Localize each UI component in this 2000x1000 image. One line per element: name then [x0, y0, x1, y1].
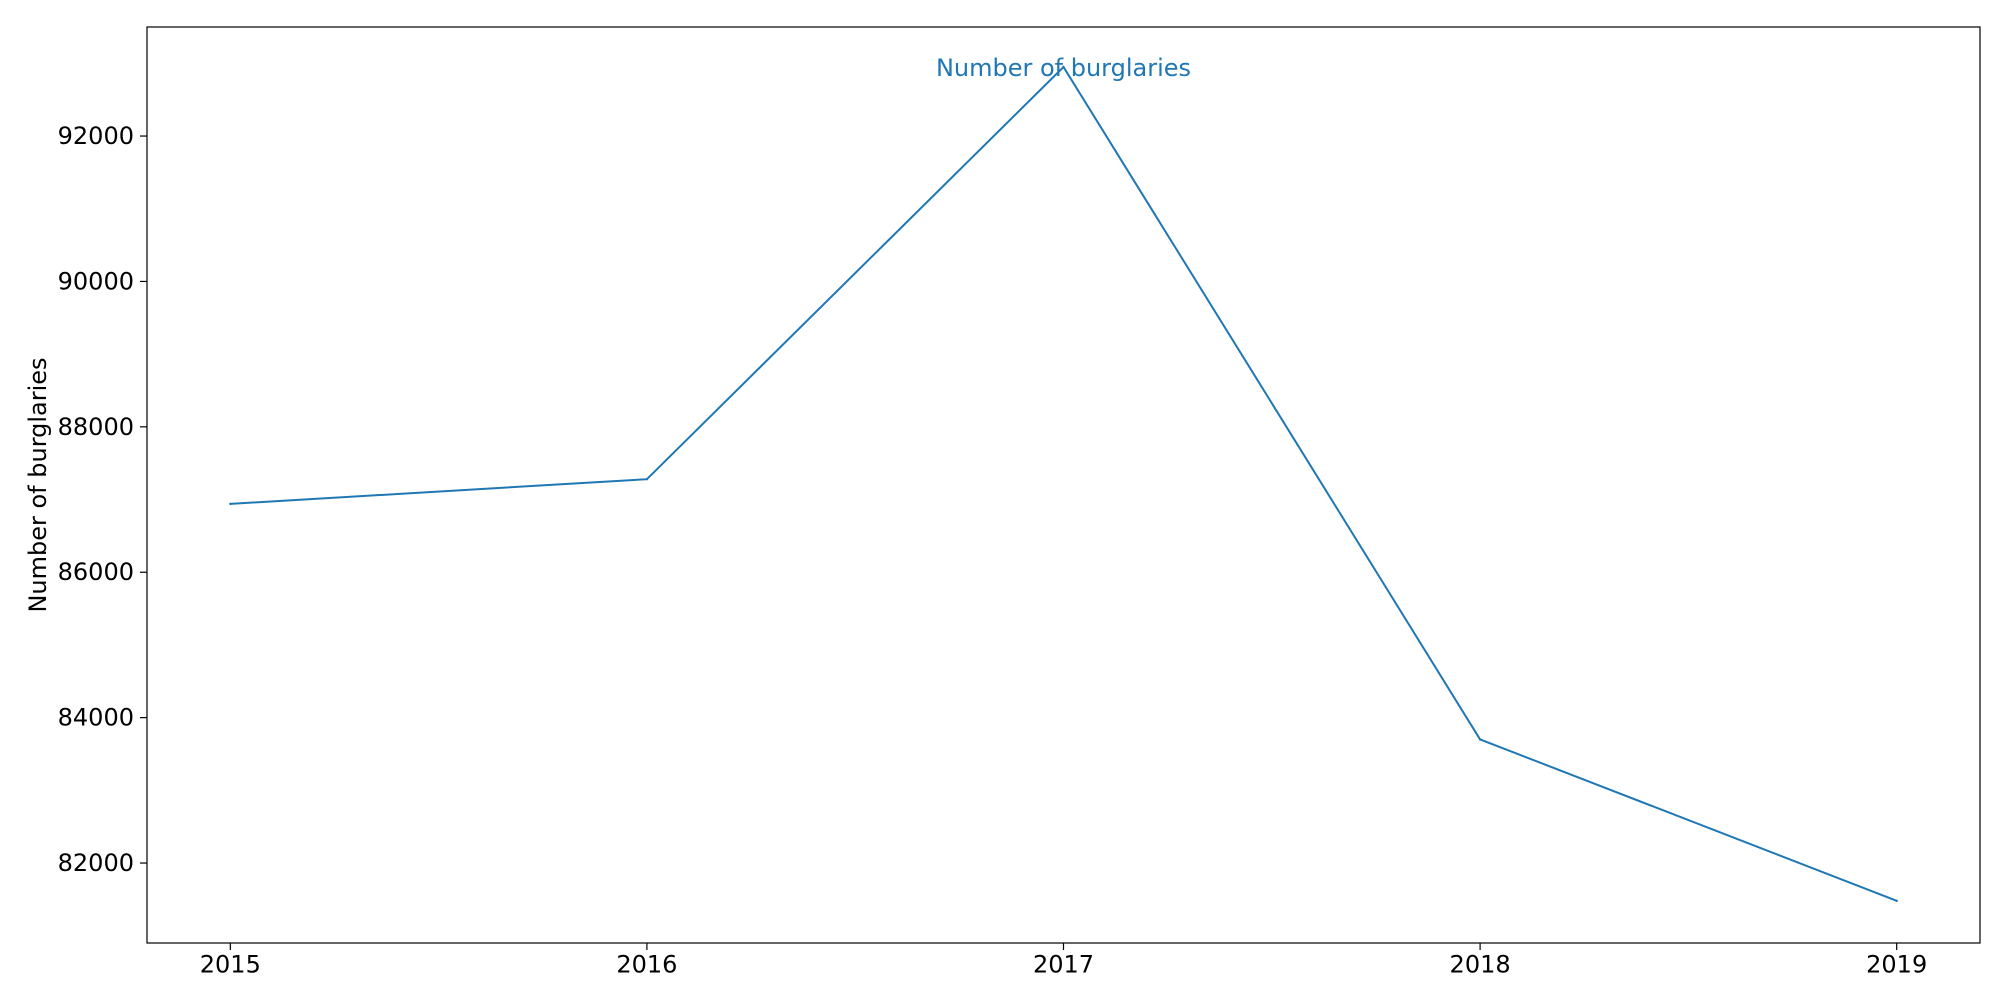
y-tick-label: 88000 — [58, 413, 134, 441]
series-layer — [229, 65, 1898, 903]
y-axis: 82000 84000 86000 88000 90000 92000 — [58, 122, 147, 877]
y-tick-label: 84000 — [58, 704, 134, 732]
data-point — [1062, 65, 1065, 69]
x-tick-label: 2018 — [1450, 951, 1511, 979]
y-tick-label: 86000 — [58, 558, 134, 586]
data-point — [645, 477, 649, 481]
x-axis: 2015 2016 2017 2018 2019 — [200, 943, 1927, 979]
y-axis-label: Number of burglaries — [24, 357, 52, 612]
labels: Number of burglaries Number of burglaries — [24, 54, 1191, 613]
x-tick-label: 2017 — [1033, 951, 1094, 979]
y-tick-label: 82000 — [58, 849, 134, 877]
y-tick-label: 92000 — [58, 122, 134, 150]
data-point — [229, 502, 232, 506]
x-tick-label: 2019 — [1866, 951, 1927, 979]
series-annotation: Number of burglaries — [936, 54, 1191, 82]
x-tick-label: 2015 — [200, 951, 261, 979]
data-point — [1478, 738, 1482, 741]
data-point — [1895, 899, 1898, 903]
x-tick-label: 2016 — [616, 951, 677, 979]
y-tick-label: 90000 — [58, 267, 134, 295]
